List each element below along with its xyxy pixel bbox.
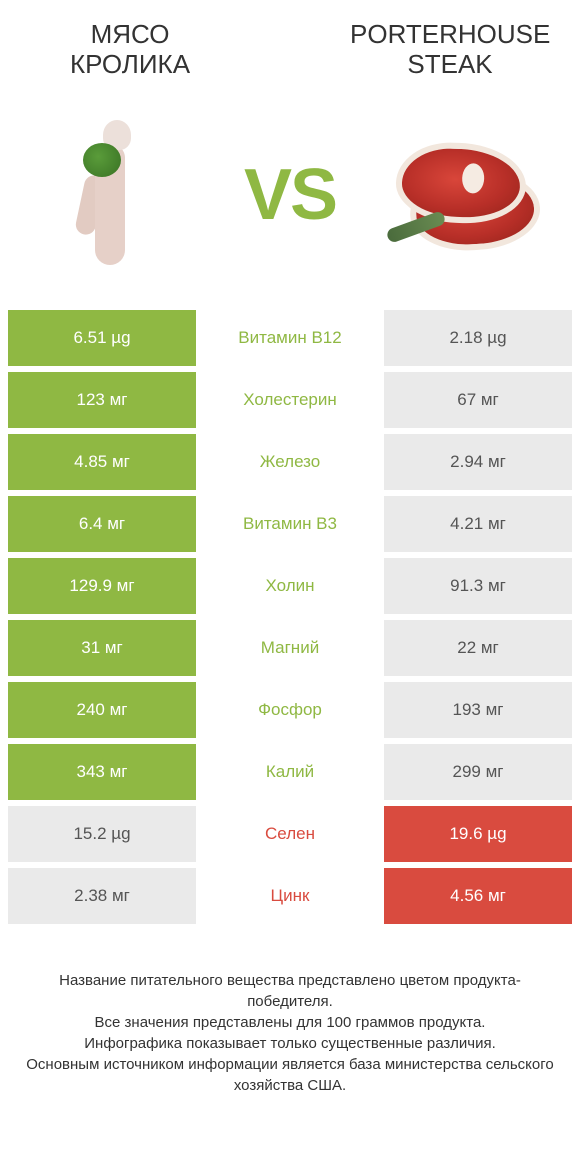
left-value-cell: 129.9 мг <box>8 558 196 614</box>
left-value-cell: 240 мг <box>8 682 196 738</box>
rabbit-meat-icon <box>30 110 190 280</box>
table-row: 240 мгФосфор193 мг <box>8 682 572 738</box>
nutrient-name-cell: Холестерин <box>196 372 384 428</box>
right-value-cell: 2.94 мг <box>384 434 572 490</box>
left-product-title: МЯСО КРОЛИКА <box>30 20 230 80</box>
table-row: 6.4 мгВитамин B34.21 мг <box>8 496 572 552</box>
right-value-cell: 2.18 µg <box>384 310 572 366</box>
nutrient-name-cell: Селен <box>196 806 384 862</box>
right-value-cell: 22 мг <box>384 620 572 676</box>
left-value-cell: 123 мг <box>8 372 196 428</box>
header: МЯСО КРОЛИКА PORTERHOUSE STEAK <box>0 0 580 90</box>
vs-label: VS <box>244 154 336 236</box>
table-row: 123 мгХолестерин67 мг <box>8 372 572 428</box>
left-value-cell: 31 мг <box>8 620 196 676</box>
table-row: 4.85 мгЖелезо2.94 мг <box>8 434 572 490</box>
nutrient-name-cell: Холин <box>196 558 384 614</box>
nutrient-name-cell: Железо <box>196 434 384 490</box>
left-value-cell: 15.2 µg <box>8 806 196 862</box>
nutrient-name-cell: Фосфор <box>196 682 384 738</box>
nutrient-name-cell: Витамин B3 <box>196 496 384 552</box>
left-value-cell: 4.85 мг <box>8 434 196 490</box>
nutrient-name-cell: Цинк <box>196 868 384 924</box>
right-value-cell: 67 мг <box>384 372 572 428</box>
nutrient-comparison-table: 6.51 µgВитамин B122.18 µg 123 мгХолестери… <box>0 310 580 924</box>
left-value-cell: 6.51 µg <box>8 310 196 366</box>
right-value-cell: 193 мг <box>384 682 572 738</box>
nutrient-name-cell: Калий <box>196 744 384 800</box>
table-row: 15.2 µgСелен19.6 µg <box>8 806 572 862</box>
table-row: 2.38 мгЦинк4.56 мг <box>8 868 572 924</box>
right-product-title: PORTERHOUSE STEAK <box>350 20 550 80</box>
footer-line: Инфографика показывает только существенн… <box>24 1033 556 1054</box>
right-value-cell: 4.21 мг <box>384 496 572 552</box>
nutrient-name-cell: Магний <box>196 620 384 676</box>
right-value-cell: 19.6 µg <box>384 806 572 862</box>
right-value-cell: 91.3 мг <box>384 558 572 614</box>
table-row: 6.51 µgВитамин B122.18 µg <box>8 310 572 366</box>
steak-icon <box>390 110 550 280</box>
left-value-cell: 6.4 мг <box>8 496 196 552</box>
right-value-cell: 299 мг <box>384 744 572 800</box>
table-row: 31 мгМагний22 мг <box>8 620 572 676</box>
right-value-cell: 4.56 мг <box>384 868 572 924</box>
left-value-cell: 2.38 мг <box>8 868 196 924</box>
images-row: VS <box>0 90 580 310</box>
footer-notes: Название питательного вещества представл… <box>0 930 580 1096</box>
nutrient-name-cell: Витамин B12 <box>196 310 384 366</box>
table-row: 129.9 мгХолин91.3 мг <box>8 558 572 614</box>
left-value-cell: 343 мг <box>8 744 196 800</box>
footer-line: Все значения представлены для 100 граммо… <box>24 1012 556 1033</box>
footer-line: Основным источником информации является … <box>24 1054 556 1096</box>
footer-line: Название питательного вещества представл… <box>24 970 556 1012</box>
table-row: 343 мгКалий299 мг <box>8 744 572 800</box>
